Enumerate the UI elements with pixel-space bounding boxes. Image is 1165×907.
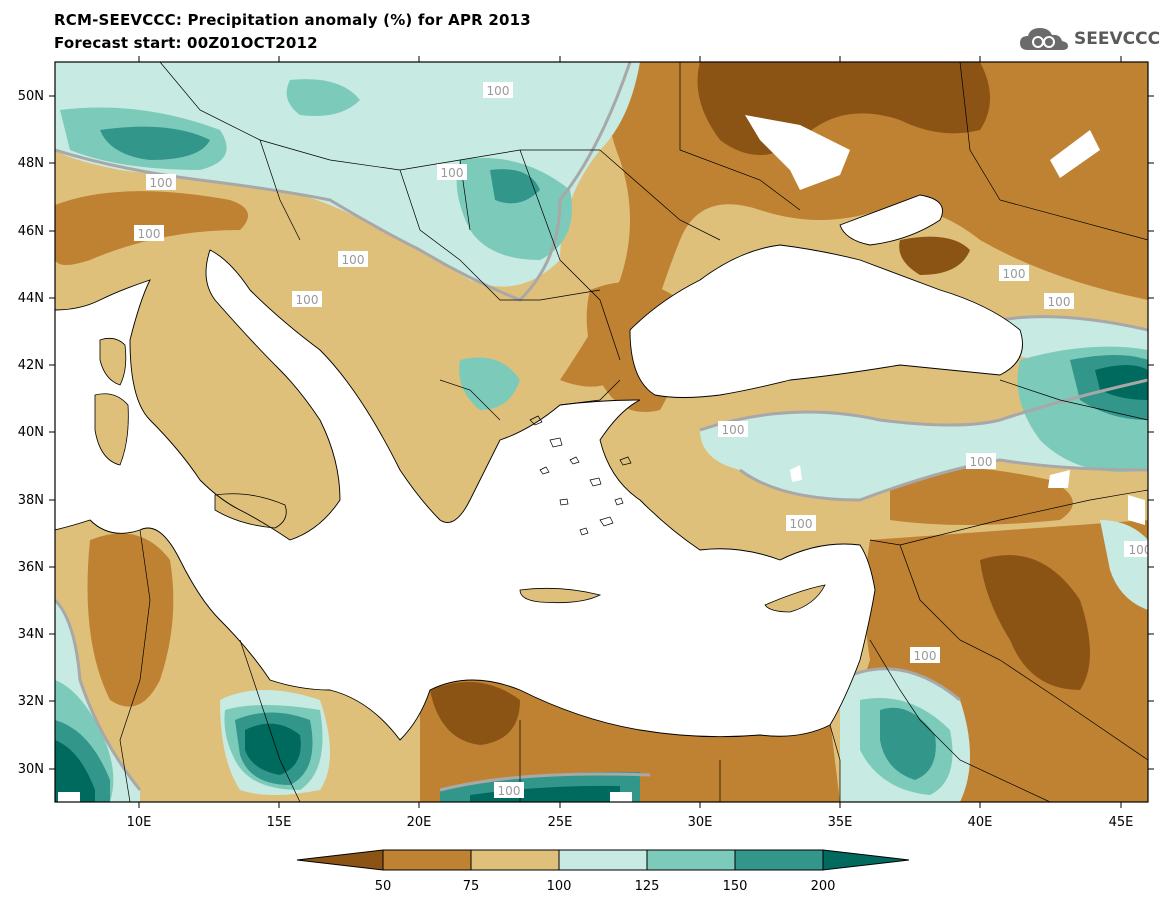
- svg-text:100: 100: [150, 176, 173, 190]
- field-50-75-south: [420, 675, 840, 802]
- map-field: 100 100 100 100 100 100: [55, 62, 1152, 802]
- lat-tick-label: 36N: [18, 560, 44, 575]
- field-150-200-carpathia: [490, 169, 540, 204]
- lat-tick-label: 46N: [18, 224, 44, 239]
- legend-swatch-lt50: [296, 849, 384, 871]
- longitude-labels: 10E 15E 20E 25E 30E 35E 40E 45E: [127, 815, 1134, 830]
- field-lt50-libya: [430, 682, 520, 745]
- lon-tick-label: 45E: [1109, 815, 1134, 830]
- contour-label: 100: [999, 265, 1029, 281]
- svg-text:100: 100: [1048, 295, 1071, 309]
- logo-text: SEEVCCC: [1074, 29, 1161, 49]
- lat-tick-label: 50N: [18, 89, 44, 104]
- islands: [94, 337, 826, 613]
- contour-label: 100: [966, 453, 996, 469]
- lat-tick-label: 48N: [18, 156, 44, 171]
- legend-label: 125: [635, 879, 660, 894]
- field-125-150-germany: [286, 79, 360, 116]
- legend-swatch-gt200: [822, 849, 910, 871]
- lat-tick-label: 42N: [18, 358, 44, 373]
- svg-text:100: 100: [498, 784, 521, 798]
- legend-swatch-150-200: [734, 849, 824, 871]
- field-gt200-caucasus: [1095, 365, 1148, 400]
- lon-tick-label: 35E: [828, 815, 853, 830]
- contour-label: 100: [483, 82, 513, 98]
- field-125-150-balkans: [459, 357, 520, 410]
- field-50-75-west: [87, 533, 174, 707]
- lon-tick-label: 30E: [688, 815, 713, 830]
- legend-swatch-75-100: [470, 849, 560, 871]
- contour-label: 100: [494, 782, 524, 798]
- svg-text:100: 100: [342, 253, 365, 267]
- svg-text:100: 100: [487, 84, 510, 98]
- map-title: RCM-SEEVCCC: Precipitation anomaly (%) f…: [54, 11, 531, 29]
- legend-swatch-50-75: [382, 849, 472, 871]
- contour-label: 100: [718, 421, 748, 437]
- lon-tick-label: 20E: [407, 815, 432, 830]
- svg-text:100: 100: [914, 649, 937, 663]
- lat-tick-label: 34N: [18, 627, 44, 642]
- svg-text:100: 100: [722, 423, 745, 437]
- legend-label: 100: [547, 879, 572, 894]
- coastlines: [55, 194, 1023, 741]
- field-gt200-libya: [245, 723, 301, 775]
- field-150-200-alps: [100, 126, 210, 160]
- svg-text:100: 100: [1003, 267, 1026, 281]
- seevccc-logo: SEEVCCC: [1018, 24, 1161, 56]
- legend-label: 150: [723, 879, 748, 894]
- field-gt200-algeria: [55, 740, 95, 802]
- aegean-islands: [529, 415, 632, 536]
- svg-text:100: 100: [296, 293, 319, 307]
- contour-label: 100: [134, 225, 164, 241]
- field-lt50-caucasus: [899, 236, 970, 275]
- field-50-75-anatolia: [890, 466, 1073, 525]
- nodata-patches: [58, 115, 1145, 802]
- field-lt50-east: [980, 555, 1090, 690]
- svg-text:100: 100: [790, 517, 813, 531]
- forecast-start-subtitle: Forecast start: 00Z01OCT2012: [54, 34, 318, 52]
- lon-tick-label: 10E: [127, 815, 152, 830]
- cloud-icon: [1020, 28, 1068, 50]
- color-legend: 50 75 100 125 150 200: [296, 849, 910, 894]
- contour-label: 100: [292, 291, 322, 307]
- field-150-200-jordan: [880, 707, 936, 780]
- svg-text:100: 100: [1129, 543, 1152, 557]
- lat-tick-label: 38N: [18, 493, 44, 508]
- contour-label: 100: [146, 174, 176, 190]
- contour-label: 100: [910, 647, 940, 663]
- lon-tick-label: 25E: [548, 815, 573, 830]
- legend-swatch-100-125: [558, 849, 648, 871]
- svg-text:100: 100: [138, 227, 161, 241]
- contour-label: 100: [1124, 541, 1152, 557]
- field-125-150-carpathia: [456, 158, 572, 260]
- lat-tick-label: 44N: [18, 291, 44, 306]
- lon-tick-label: 40E: [968, 815, 993, 830]
- contour-label: 100: [437, 164, 467, 180]
- legend-label: 200: [811, 879, 836, 894]
- country-borders: [119, 62, 1148, 802]
- field-50-75-north: [560, 62, 1148, 387]
- svg-text:100: 100: [970, 455, 993, 469]
- lon-tick-label: 15E: [267, 815, 292, 830]
- legend-label: 75: [463, 879, 480, 894]
- contour-label: 100: [338, 251, 368, 267]
- lat-tick-label: 40N: [18, 425, 44, 440]
- contour-labels: 100 100 100 100 100 100: [134, 82, 1152, 798]
- tick-marks: [49, 56, 1154, 808]
- lat-tick-label: 30N: [18, 762, 44, 777]
- contour-label: 100: [1044, 293, 1074, 309]
- legend-swatch-125-150: [646, 849, 736, 871]
- legend-label: 50: [375, 879, 392, 894]
- contour-label: 100: [786, 515, 816, 531]
- lat-tick-label: 32N: [18, 694, 44, 709]
- contour-100-lines: [55, 62, 1148, 792]
- svg-text:100: 100: [441, 166, 464, 180]
- latitude-labels: 50N 48N 46N 44N 42N 40N 38N 36N 34N 32N …: [18, 89, 44, 777]
